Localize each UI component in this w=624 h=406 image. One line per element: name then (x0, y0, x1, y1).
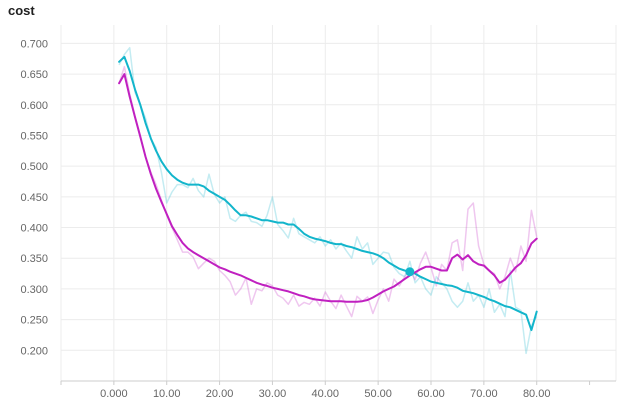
y-tick-label: 0.400 (20, 223, 48, 235)
raw-series-layer (118, 46, 538, 355)
axis-layer: 0.200 0.250 0.300 0.350 0.400 0.450 0.500 0.550… (20, 38, 616, 400)
x-tick-label: 80.00 (523, 388, 551, 400)
y-tick-label: 0.250 (20, 315, 48, 327)
smoothed-series-line-1 (118, 55, 538, 332)
smoothed-series-layer (118, 55, 538, 332)
y-tick-label: 0.550 (20, 130, 48, 142)
x-tick-label: 30.00 (259, 388, 287, 400)
x-tick-label: 20.00 (206, 388, 234, 400)
hover-marker-layer (405, 267, 415, 277)
x-tick-label: 70.00 (470, 388, 498, 400)
grid-layer (60, 25, 617, 381)
y-tick-label: 0.450 (20, 192, 48, 204)
y-tick-label: 0.200 (20, 345, 48, 357)
chart-title: cost (8, 3, 35, 18)
x-tick-label: 50.00 (364, 388, 392, 400)
y-tick-label: 0.500 (20, 161, 48, 173)
x-tick-label: 10.00 (153, 388, 181, 400)
y-tick-label: 0.650 (20, 69, 48, 81)
smoothed-series-line-2 (118, 73, 538, 303)
x-tick-label: 40.00 (312, 388, 340, 400)
raw-series-line-1 (118, 46, 538, 355)
y-tick-label: 0.350 (20, 253, 48, 265)
y-tick-label: 0.600 (20, 100, 48, 112)
hover-marker-dot (405, 267, 415, 277)
raw-series-line-2 (118, 65, 538, 318)
y-tick-label: 0.700 (20, 38, 48, 50)
y-tick-label: 0.300 (20, 284, 48, 296)
x-tick-label: 0.000 (100, 388, 128, 400)
x-tick-label: 60.00 (417, 388, 445, 400)
